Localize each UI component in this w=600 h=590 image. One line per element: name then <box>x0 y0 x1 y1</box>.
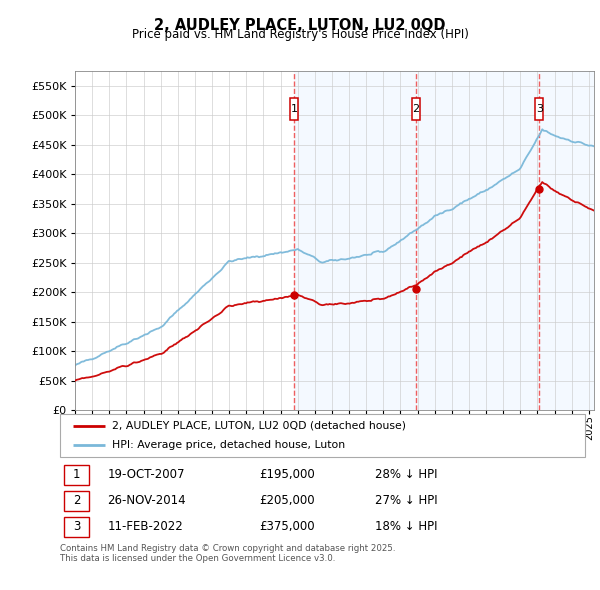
Bar <box>539 71 594 410</box>
Text: 27% ↓ HPI: 27% ↓ HPI <box>375 494 437 507</box>
Text: 2, AUDLEY PLACE, LUTON, LU2 0QD: 2, AUDLEY PLACE, LUTON, LU2 0QD <box>154 18 446 32</box>
Text: £205,000: £205,000 <box>260 494 315 507</box>
FancyBboxPatch shape <box>535 98 543 120</box>
Text: £195,000: £195,000 <box>260 468 315 481</box>
Text: HPI: Average price, detached house, Luton: HPI: Average price, detached house, Luto… <box>113 440 346 450</box>
Text: 1: 1 <box>291 104 298 114</box>
Text: 2, AUDLEY PLACE, LUTON, LU2 0QD (detached house): 2, AUDLEY PLACE, LUTON, LU2 0QD (detache… <box>113 421 407 431</box>
Text: 26-NOV-2014: 26-NOV-2014 <box>107 494 186 507</box>
Text: 28% ↓ HPI: 28% ↓ HPI <box>375 468 437 481</box>
FancyBboxPatch shape <box>412 98 420 120</box>
Text: 2: 2 <box>73 494 80 507</box>
Text: 18% ↓ HPI: 18% ↓ HPI <box>375 520 437 533</box>
Bar <box>416 71 539 410</box>
FancyBboxPatch shape <box>64 517 89 537</box>
Text: 3: 3 <box>536 104 542 114</box>
Text: 1: 1 <box>73 468 80 481</box>
Text: 19-OCT-2007: 19-OCT-2007 <box>107 468 185 481</box>
Text: Price paid vs. HM Land Registry's House Price Index (HPI): Price paid vs. HM Land Registry's House … <box>131 28 469 41</box>
Text: Contains HM Land Registry data © Crown copyright and database right 2025.
This d: Contains HM Land Registry data © Crown c… <box>60 544 395 563</box>
Text: £375,000: £375,000 <box>260 520 315 533</box>
Text: 11-FEB-2022: 11-FEB-2022 <box>107 520 183 533</box>
FancyBboxPatch shape <box>64 464 89 485</box>
Bar <box>294 71 416 410</box>
FancyBboxPatch shape <box>290 98 298 120</box>
FancyBboxPatch shape <box>64 491 89 511</box>
Text: 3: 3 <box>73 520 80 533</box>
Text: 2: 2 <box>412 104 419 114</box>
